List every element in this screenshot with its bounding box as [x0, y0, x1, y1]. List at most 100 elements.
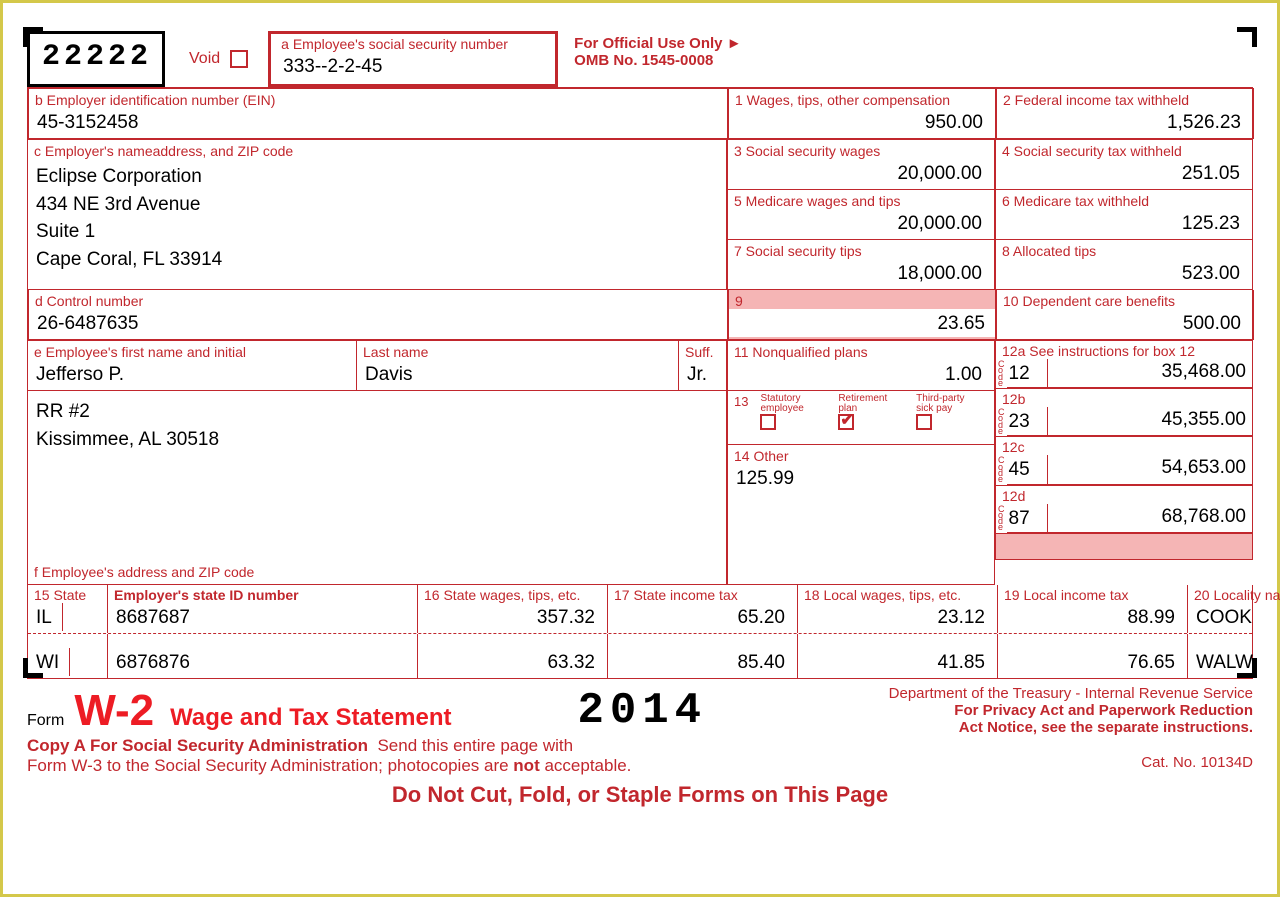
tax-year: 2014	[577, 686, 707, 736]
box-7: 7 Social security tips 18,000.00	[727, 240, 995, 290]
do-not-cut: Do Not Cut, Fold, or Staple Forms on Thi…	[27, 782, 1253, 808]
boxes-3-8: 3 Social security wages 20,000.00 4 Soci…	[727, 140, 1253, 290]
box-e-first-label: e Employee's first name and initial	[34, 344, 350, 360]
box-12d-amt: 68,768.00	[1048, 504, 1252, 533]
dept-treasury: Department of the Treasury - Internal Re…	[833, 685, 1253, 702]
box-8: 8 Allocated tips 523.00	[995, 240, 1253, 290]
form-footer: Form W-2 Wage and Tax Statement 2014 Dep…	[27, 685, 1253, 808]
box-2: 2 Federal income tax withheld 1,526.23	[996, 88, 1254, 139]
box-a-label: a Employee's social security number	[281, 36, 545, 52]
box-15: 15 State IL	[28, 585, 108, 633]
box-e-suff-label: Suff.	[685, 344, 720, 360]
state-header-row: 15 State IL Employer's state ID number 8…	[28, 585, 1252, 634]
box-3-value: 20,000.00	[734, 159, 988, 187]
box-1-value: 950.00	[735, 108, 989, 136]
b17-0: 65.20	[614, 603, 791, 631]
box-4: 4 Social security tax withheld 251.05	[995, 140, 1253, 190]
thirdparty-label: Third-partysick pay	[916, 394, 988, 414]
privacy-1: For Privacy Act and Paperwork Reduction	[833, 702, 1253, 719]
ssn-value: 333--2-2-45	[281, 52, 545, 80]
box-12-spacer	[995, 534, 1253, 560]
crop-mark-tl	[23, 27, 43, 47]
box-e-suff: Suff. Jr.	[679, 341, 727, 391]
box-8-label: 8 Allocated tips	[1002, 243, 1246, 259]
box-19-label: 19 Local income tax	[1004, 587, 1181, 603]
row-b-1-2: b Employer identification number (EIN) 4…	[27, 87, 1253, 140]
void-label: Void	[189, 50, 220, 68]
employer-name: Eclipse Corporation	[36, 163, 718, 191]
copy-a-text2: Form W-3 to the Social Security Administ…	[27, 756, 513, 775]
box-6: 6 Medicare tax withheld 125.23	[995, 190, 1253, 240]
box-12d: 12d Code 87 68,768.00	[995, 486, 1253, 534]
box-7-value: 18,000.00	[734, 259, 988, 287]
state-row-1: WI 6876876 63.32 85.40 41.85 76.65 WALW	[28, 634, 1252, 678]
box-6-value: 125.23	[1002, 209, 1246, 237]
box-e-first: e Employee's first name and initial Jeff…	[27, 341, 357, 391]
box-16: 16 State wages, tips, etc. 357.32	[418, 585, 608, 633]
box-7-label: 7 Social security tips	[734, 243, 988, 259]
box-c-label: c Employer's nameaddress, and ZIP code	[34, 143, 720, 159]
box-4-value: 251.05	[1002, 159, 1246, 187]
thirdparty-checkbox	[916, 414, 932, 430]
box-1-label: 1 Wages, tips, other compensation	[735, 92, 989, 108]
box-e-f: e Employee's first name and initial Jeff…	[27, 341, 727, 585]
crop-mark-bl	[23, 658, 43, 678]
state-id-0: 8687687	[114, 603, 411, 631]
state-0: IL	[34, 603, 54, 631]
box-e-last-value: Davis	[363, 360, 672, 388]
box-12a-label: 12a See instructions for box 12	[996, 343, 1252, 359]
employer-addr3: Cape Coral, FL 33914	[36, 246, 718, 274]
box-3: 3 Social security wages 20,000.00	[727, 140, 995, 190]
box-12a-code: 12	[1007, 359, 1049, 388]
box-14-value: 125.99	[734, 464, 988, 492]
box-20-label: 20 Locality name	[1194, 587, 1280, 603]
b20-0: COOK	[1194, 603, 1280, 631]
form-label: Form	[27, 712, 64, 730]
b17-1: 85.40	[614, 648, 791, 676]
wage-statement-title: Wage and Tax Statement	[170, 704, 451, 732]
void-checkbox	[230, 50, 248, 68]
box-14: 14 Other 125.99	[727, 445, 995, 585]
official-use-label: For Official Use Only ►	[574, 35, 741, 52]
box-12a: 12a See instructions for box 12 Code 12 …	[995, 341, 1253, 389]
box-12b-label: 12b	[996, 391, 1252, 407]
box-a: a Employee's social security number 333-…	[268, 31, 558, 87]
box-10-label: 10 Dependent care benefits	[1003, 293, 1247, 309]
row-d-9-10: d Control number 26-6487635 9 23.65 10 D…	[27, 290, 1253, 341]
box-5: 5 Medicare wages and tips 20,000.00	[727, 190, 995, 240]
box-10: 10 Dependent care benefits 500.00	[996, 290, 1254, 340]
box-13-label: 13	[734, 394, 754, 433]
box-17-label: 17 State income tax	[614, 587, 791, 603]
box-9-label: 9	[735, 293, 989, 309]
box-1: 1 Wages, tips, other compensation 950.00	[728, 88, 996, 139]
cat-no: Cat. No. 10134D	[1141, 736, 1253, 771]
retirement-checkbox	[838, 414, 854, 430]
box-5-value: 20,000.00	[734, 209, 988, 237]
b19-1: 76.65	[1004, 648, 1181, 676]
b19-0: 88.99	[1004, 603, 1181, 631]
row-e-block: e Employee's first name and initial Jeff…	[27, 341, 1253, 585]
box-12d-code: 87	[1007, 504, 1049, 533]
box-12b-code: 23	[1007, 407, 1049, 436]
box-2-label: 2 Federal income tax withheld	[1003, 92, 1247, 108]
box-f-label: f Employee's address and ZIP code	[34, 564, 254, 580]
omb-number: OMB No. 1545-0008	[574, 52, 741, 69]
box-b-label: b Employer identification number (EIN)	[35, 92, 721, 108]
retirement-label: Retirementplan	[838, 394, 910, 414]
w2-form: 22222 Void a Employee's social security …	[27, 31, 1253, 808]
statutory-label: Statutoryemployee	[760, 394, 832, 414]
copy-a-text1: Send this entire page with	[377, 736, 573, 755]
box-12c-label: 12c	[996, 439, 1252, 455]
box-11: 11 Nonqualified plans 1.00	[727, 341, 995, 391]
box-18: 18 Local wages, tips, etc. 23.12	[798, 585, 998, 633]
box-12b-amt: 45,355.00	[1048, 407, 1252, 436]
box-16-label: 16 State wages, tips, etc.	[424, 587, 601, 603]
code-22222: 22222	[27, 31, 165, 87]
box-e-suff-value: Jr.	[685, 360, 720, 388]
box-12d-label: 12d	[996, 488, 1252, 504]
boxes-11-13-14: 11 Nonqualified plans 1.00 13 Statutorye…	[727, 341, 995, 585]
box-e-last-label: Last name	[363, 344, 672, 360]
box-f: RR #2 Kissimmee, AL 30518 f Employee's a…	[27, 391, 727, 585]
copy-a-bold: Copy A For Social Security Administratio…	[27, 736, 368, 755]
box-18-label: 18 Local wages, tips, etc.	[804, 587, 991, 603]
